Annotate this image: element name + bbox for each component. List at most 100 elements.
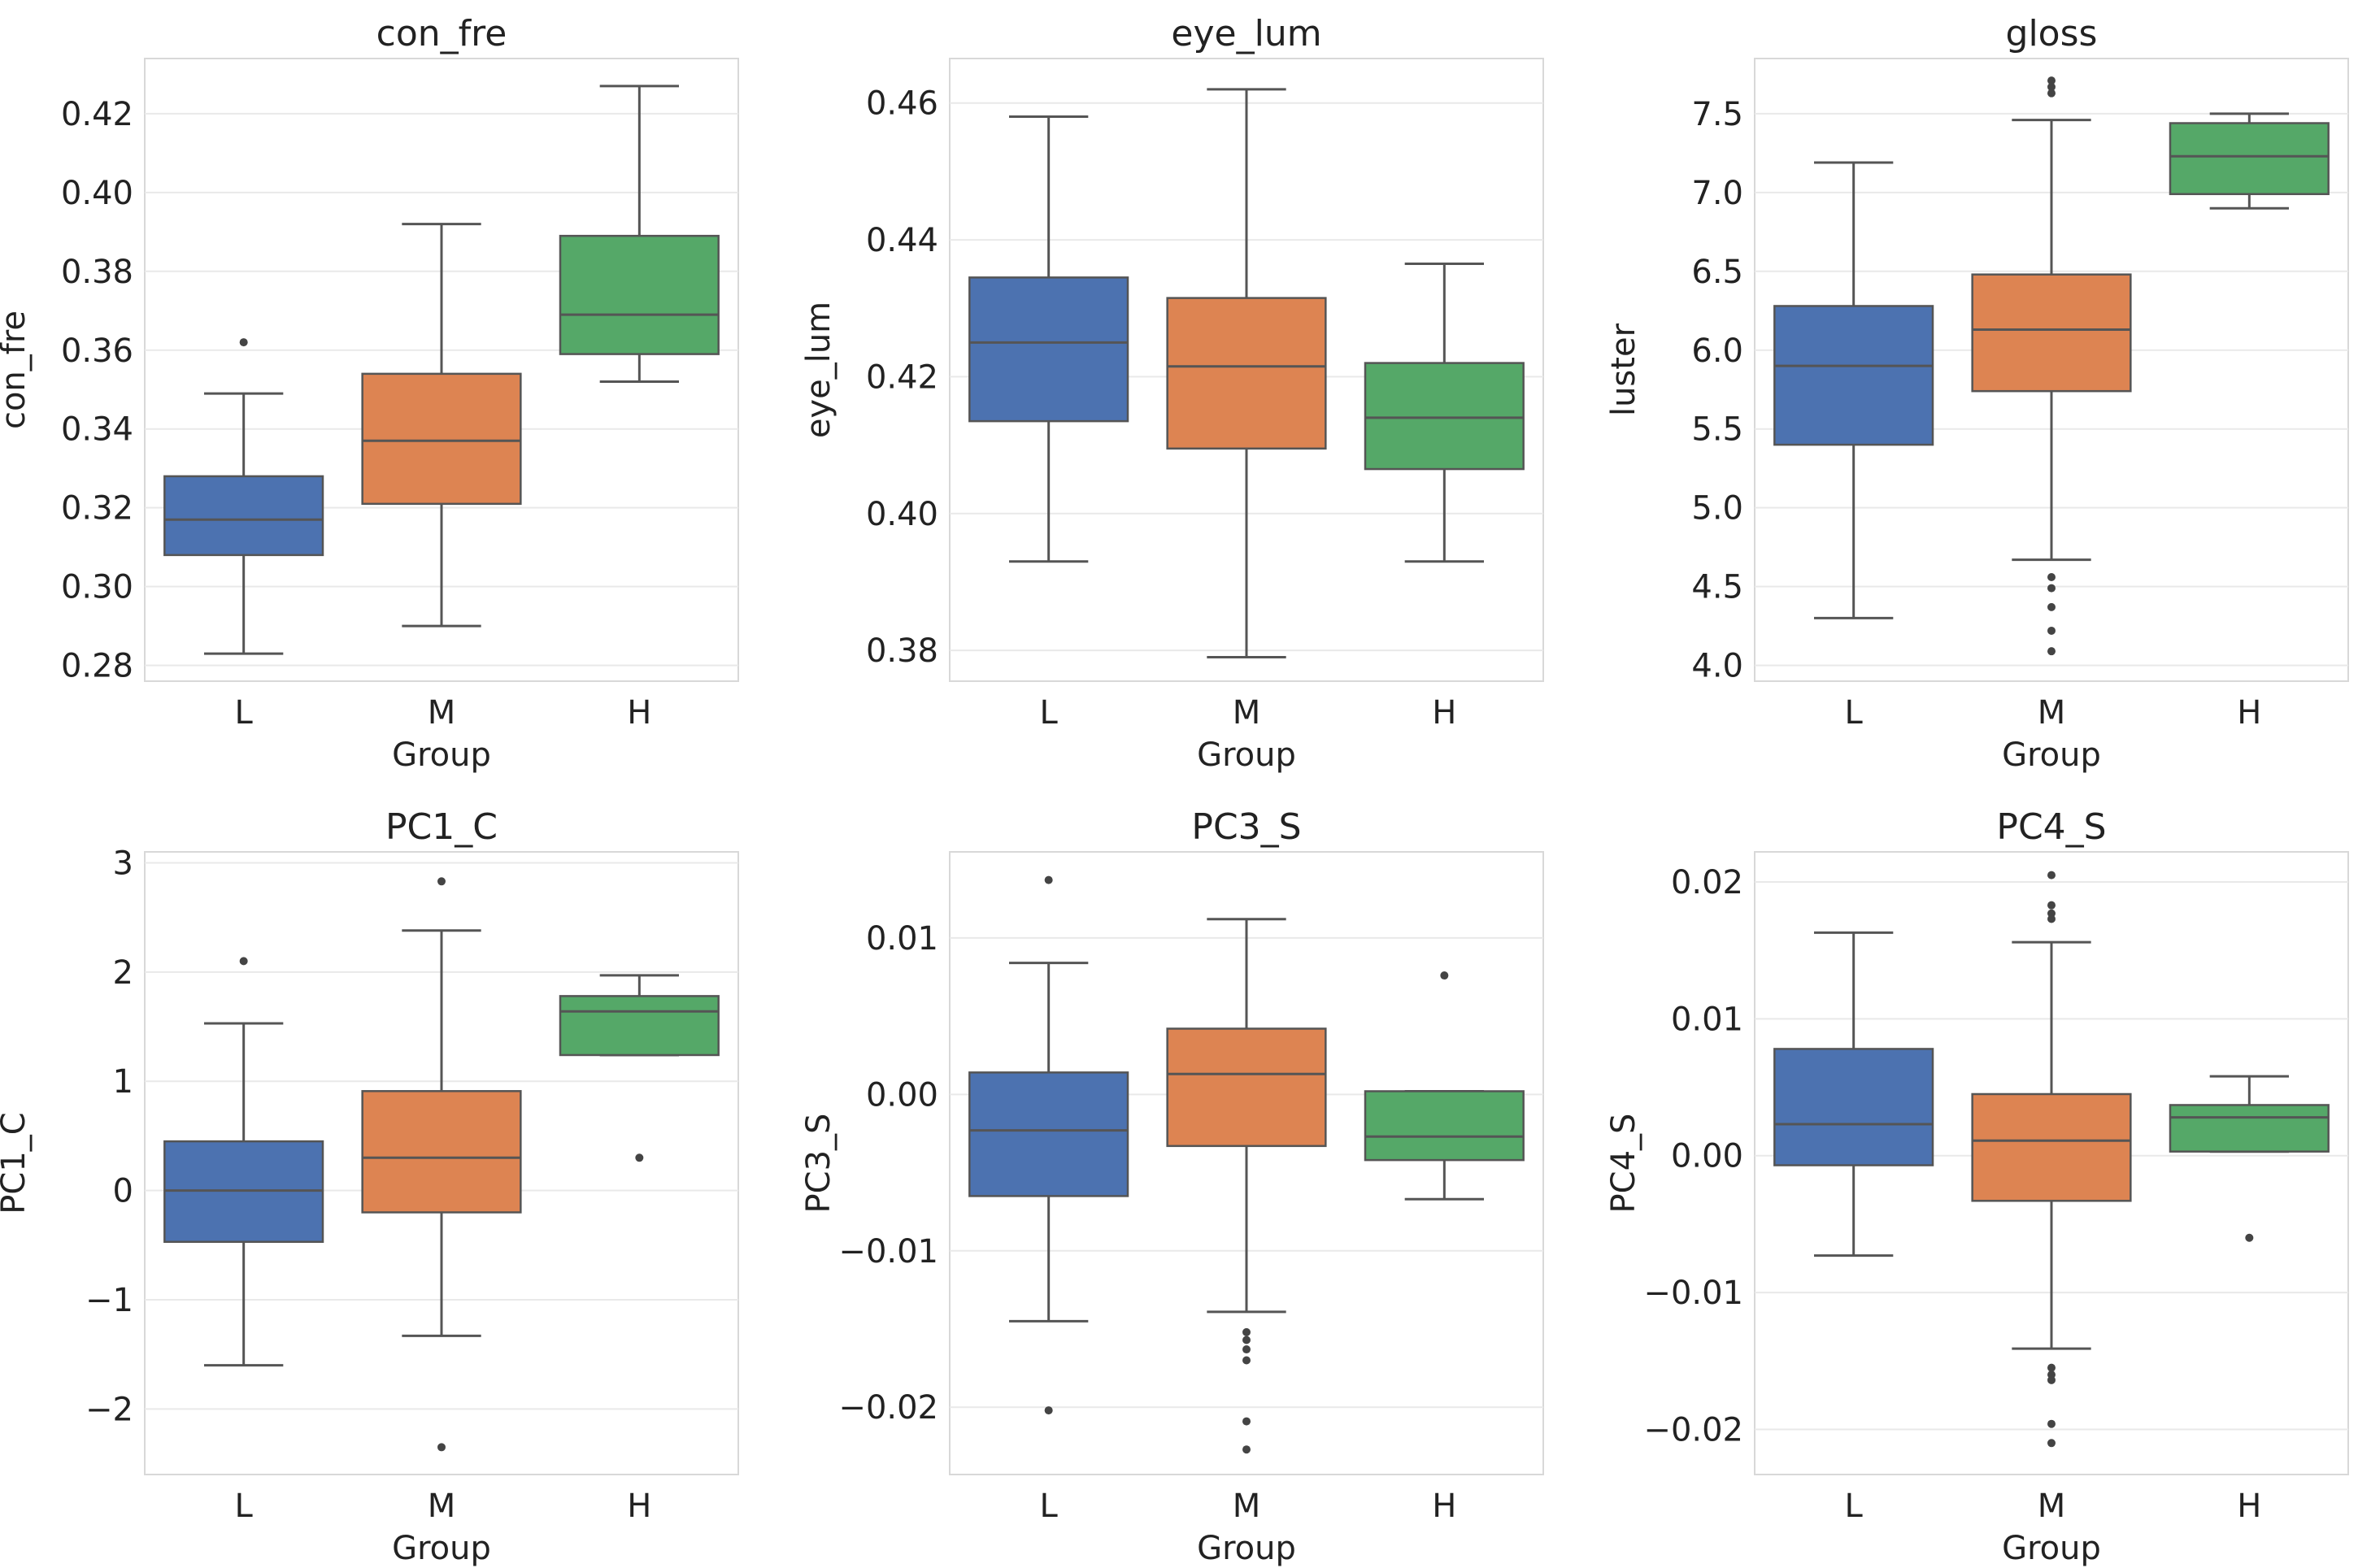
panel-title: PC4_S — [1996, 806, 2106, 848]
box-H — [559, 974, 720, 1162]
iqr-box — [361, 372, 522, 506]
x-tick-label: H — [1432, 694, 1456, 732]
box-M — [1971, 76, 2132, 656]
y-tick-label: 0.02 — [1671, 864, 1743, 901]
y-tick-label: 0.42 — [61, 96, 133, 133]
y-tick-label: 0.40 — [866, 496, 938, 533]
x-tick-label: L — [1040, 1488, 1059, 1525]
panel-title: con_fre — [376, 13, 507, 54]
outlier-point — [1440, 971, 1449, 980]
box-L — [163, 338, 324, 655]
x-tick-label: H — [2237, 1488, 2261, 1525]
outlier-point — [2047, 914, 2056, 923]
y-axis-title: PC1_C — [0, 1112, 33, 1214]
x-tick-label: M — [2038, 1488, 2066, 1525]
outlier-point — [2245, 1233, 2254, 1242]
outlier-point — [437, 1443, 446, 1452]
outlier-point — [2047, 82, 2056, 91]
x-axis-title: Group — [1197, 1530, 1296, 1567]
y-tick-label: 6.0 — [1691, 332, 1743, 370]
y-tick-label: −1 — [85, 1282, 133, 1319]
iqr-box — [163, 475, 324, 557]
x-tick-label: H — [627, 1488, 651, 1525]
x-axis-title: Group — [2002, 736, 2101, 774]
panel-title: PC1_C — [385, 806, 498, 848]
outlier-point — [2047, 76, 2056, 85]
y-tick-label: 0.00 — [1671, 1138, 1743, 1175]
y-axis-title: eye_lum — [800, 302, 837, 438]
panel-pc1-c: −2 −1 0 1 2 3 L M H PC1_C Group PC1_C — [0, 806, 739, 1567]
panel-pc4-s: −0.02 −0.01 0.00 0.01 0.02 L M H PC4_S Group PC4_S — [1605, 806, 2349, 1567]
iqr-box — [1364, 1090, 1525, 1162]
x-tick-label: L — [1845, 694, 1864, 732]
outlier-point — [2047, 89, 2056, 98]
iqr-box — [1773, 305, 1934, 446]
iqr-box — [1166, 1027, 1327, 1148]
panel-pc3-s: −0.02 −0.01 0.00 0.01 L M H PC3_S Group PC3_S — [800, 806, 1544, 1567]
y-tick-label: 4.0 — [1691, 648, 1743, 685]
y-tick-label: −0.01 — [1643, 1275, 1743, 1312]
x-tick-label: L — [235, 1488, 254, 1525]
y-tick-label: 0.30 — [61, 569, 133, 606]
y-tick-label: 0.38 — [61, 254, 133, 291]
x-tick-label: H — [627, 694, 651, 732]
y-tick-label: −0.02 — [838, 1389, 938, 1427]
y-tick-label: 0.00 — [866, 1076, 938, 1114]
y-tick-label: 0.32 — [61, 490, 133, 528]
y-tick-label: 4.5 — [1691, 569, 1743, 606]
iqr-box — [2169, 1104, 2330, 1153]
y-tick-label: 0 — [113, 1173, 133, 1210]
y-tick-label: −0.01 — [838, 1233, 938, 1270]
y-tick-label: 1 — [113, 1063, 133, 1101]
y-axis-title: luster — [1605, 323, 1642, 416]
outlier-point — [239, 338, 248, 347]
box-M — [1166, 88, 1327, 659]
y-tick-label: 2 — [113, 954, 133, 992]
y-tick-label: 0.40 — [61, 175, 133, 212]
panel-title: eye_lum — [1171, 13, 1321, 54]
box-H — [1364, 263, 1525, 563]
x-tick-label: M — [1233, 1488, 1261, 1525]
y-tick-label: 0.42 — [866, 358, 938, 396]
outlier-point — [1044, 1406, 1053, 1415]
box-M — [361, 223, 522, 628]
panel-con-fre: 0.28 0.30 0.32 0.34 0.36 0.38 0.40 0.42 L M Hcon_f… — [0, 13, 739, 774]
y-tick-label: 3 — [113, 845, 133, 882]
y-tick-label: 0.44 — [866, 222, 938, 259]
iqr-box — [559, 234, 720, 355]
y-tick-label: 0.01 — [866, 920, 938, 958]
x-axis-title: Group — [392, 736, 491, 774]
outlier-point — [2047, 1375, 2056, 1384]
iqr-box — [2169, 122, 2330, 196]
y-tick-label: 0.46 — [866, 85, 938, 123]
x-tick-label: M — [2038, 694, 2066, 732]
box-M — [1166, 918, 1327, 1454]
outlier-point — [1044, 875, 1053, 884]
y-tick-label: 5.5 — [1691, 411, 1743, 449]
y-tick-label: 0.01 — [1671, 1001, 1743, 1038]
outlier-point — [635, 1153, 644, 1162]
x-tick-label: M — [428, 1488, 456, 1525]
box-H — [559, 85, 720, 384]
iqr-box — [1971, 1092, 2132, 1202]
outlier-point — [1242, 1327, 1251, 1336]
outlier-point — [2047, 1363, 2056, 1372]
outlier-point — [2047, 1419, 2056, 1428]
box-M — [1971, 871, 2132, 1448]
y-tick-label: 0.38 — [866, 632, 938, 670]
outlier-point — [2047, 901, 2056, 910]
y-tick-label: 5.0 — [1691, 490, 1743, 528]
box-H — [2169, 112, 2330, 210]
iqr-box — [968, 1071, 1129, 1197]
box-L — [1773, 161, 1934, 619]
iqr-box — [1773, 1048, 1934, 1166]
box-M — [361, 877, 522, 1452]
box-L — [968, 115, 1129, 563]
x-axis-title: Group — [392, 1530, 491, 1567]
x-tick-label: M — [1233, 694, 1261, 732]
box-L — [968, 875, 1129, 1415]
box-H — [2169, 1075, 2330, 1242]
x-axis-title: Group — [2002, 1530, 2101, 1567]
y-tick-label: 0.34 — [61, 411, 133, 449]
y-axis-title: PC4_S — [1605, 1114, 1642, 1214]
